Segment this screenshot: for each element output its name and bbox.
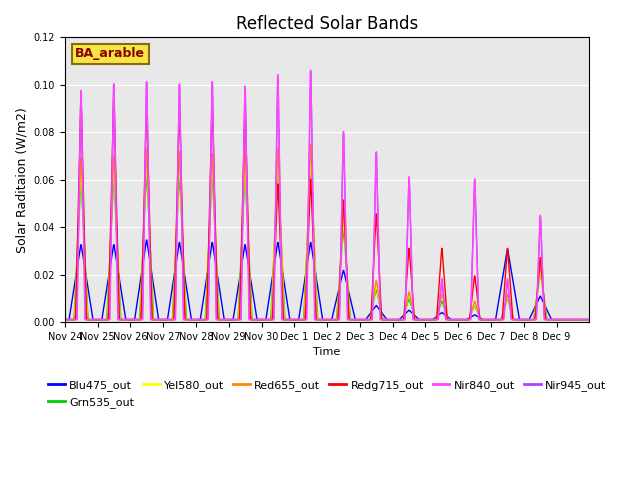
Blu475_out <box>143 237 150 243</box>
Grn535_out <box>528 317 536 323</box>
Red655_out <box>451 317 459 323</box>
Redg715_out <box>61 317 68 323</box>
Red655_out <box>586 317 593 323</box>
Red655_out <box>528 317 536 323</box>
Blu475_out <box>451 317 459 323</box>
Nir840_out <box>451 317 459 323</box>
Redg715_out <box>303 259 311 264</box>
Line: Grn535_out: Grn535_out <box>65 171 589 320</box>
Yel580_out <box>61 317 68 323</box>
Redg715_out <box>451 317 459 323</box>
Grn535_out <box>314 309 321 314</box>
Line: Redg715_out: Redg715_out <box>65 99 589 320</box>
Nir840_out <box>307 67 314 73</box>
Blu475_out <box>579 317 587 323</box>
Grn535_out <box>61 317 68 323</box>
Grn535_out <box>451 317 459 323</box>
Grn535_out <box>303 242 311 248</box>
Yel580_out <box>143 157 150 163</box>
Y-axis label: Solar Raditaion (W/m2): Solar Raditaion (W/m2) <box>15 107 28 252</box>
Text: BA_arable: BA_arable <box>76 47 145 60</box>
Blu475_out <box>314 282 321 288</box>
Red655_out <box>314 317 321 323</box>
Blu475_out <box>143 240 151 245</box>
Nir945_out <box>451 317 459 323</box>
Nir840_out <box>314 317 321 323</box>
Line: Blu475_out: Blu475_out <box>65 240 589 320</box>
Red655_out <box>307 142 314 147</box>
Grn535_out <box>307 168 314 174</box>
Red655_out <box>61 317 68 323</box>
Yel580_out <box>303 244 311 250</box>
Nir945_out <box>61 317 68 323</box>
Nir840_out <box>528 317 536 323</box>
Blu475_out <box>61 317 68 323</box>
Nir945_out <box>314 317 321 323</box>
Nir840_out <box>579 317 587 323</box>
Nir945_out <box>528 317 536 323</box>
Yel580_out <box>586 317 593 323</box>
Line: Red655_out: Red655_out <box>65 144 589 320</box>
Nir840_out <box>143 79 150 84</box>
Line: Nir945_out: Nir945_out <box>65 72 589 320</box>
Yel580_out <box>307 155 314 161</box>
Redg715_out <box>110 96 118 102</box>
Nir945_out <box>143 80 150 86</box>
Nir945_out <box>303 280 311 286</box>
Redg715_out <box>314 317 321 323</box>
Grn535_out <box>579 317 587 323</box>
Nir840_out <box>61 317 68 323</box>
Line: Yel580_out: Yel580_out <box>65 158 589 320</box>
X-axis label: Time: Time <box>314 347 340 357</box>
Nir945_out <box>579 317 587 323</box>
Legend: Blu475_out, Grn535_out, Yel580_out, Red655_out, Redg715_out, Nir840_out, Nir945_: Blu475_out, Grn535_out, Yel580_out, Red6… <box>44 376 611 412</box>
Title: Reflected Solar Bands: Reflected Solar Bands <box>236 15 418 33</box>
Redg715_out <box>579 317 587 323</box>
Line: Nir840_out: Nir840_out <box>65 70 589 320</box>
Blu475_out <box>303 260 311 265</box>
Yel580_out <box>528 317 536 323</box>
Nir840_out <box>586 317 593 323</box>
Nir945_out <box>586 317 593 323</box>
Redg715_out <box>586 317 593 323</box>
Redg715_out <box>528 317 536 323</box>
Blu475_out <box>528 312 536 317</box>
Yel580_out <box>579 317 587 323</box>
Nir840_out <box>303 298 311 304</box>
Red655_out <box>143 146 150 152</box>
Red655_out <box>579 317 587 323</box>
Yel580_out <box>314 317 321 323</box>
Blu475_out <box>586 317 593 323</box>
Grn535_out <box>586 317 593 323</box>
Grn535_out <box>143 171 150 177</box>
Redg715_out <box>143 119 151 125</box>
Nir945_out <box>307 69 314 74</box>
Yel580_out <box>451 317 459 323</box>
Red655_out <box>303 243 311 249</box>
